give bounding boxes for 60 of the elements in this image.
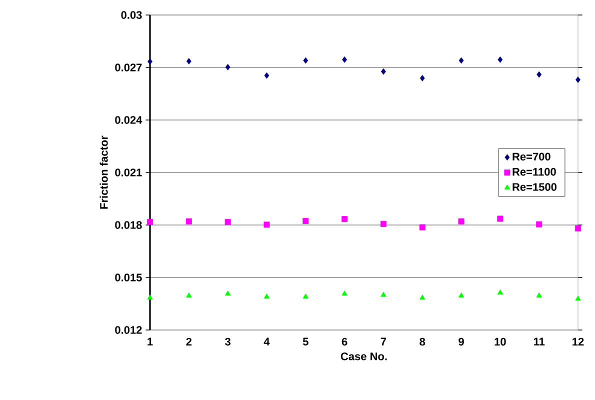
point — [148, 58, 152, 65]
legend-label: Re=1100 — [512, 168, 556, 176]
x-tick-label: 8 — [420, 338, 426, 346]
x-tick-label: 11 — [534, 338, 545, 346]
point — [186, 218, 192, 224]
x-tick-label: 9 — [458, 338, 464, 346]
point — [302, 294, 308, 298]
point — [264, 222, 270, 228]
point — [147, 219, 153, 226]
point — [420, 74, 425, 82]
x-tick-label: 3 — [225, 338, 230, 346]
point — [224, 219, 231, 226]
y-tick-label: 0.018 — [115, 221, 142, 229]
x-tick-label: 7 — [380, 338, 386, 346]
y-axis-title: Friction factor — [100, 136, 108, 209]
x-tick-label: 5 — [302, 338, 308, 346]
point — [264, 72, 270, 79]
point — [342, 290, 348, 296]
point — [576, 76, 580, 83]
point — [381, 68, 386, 75]
point — [225, 290, 231, 296]
y-tick-label: 0.021 — [115, 168, 142, 176]
point — [147, 294, 153, 300]
point — [186, 292, 192, 298]
point — [342, 56, 347, 63]
point — [497, 216, 504, 222]
point — [380, 220, 386, 227]
y-tick-label: 0.015 — [115, 274, 142, 282]
x-tick-label: 12 — [572, 338, 584, 346]
point — [458, 292, 464, 298]
y-tick-label: 0.024 — [115, 116, 142, 124]
point — [458, 218, 464, 224]
point — [575, 225, 581, 232]
x-tick-label: 6 — [342, 338, 348, 346]
point — [575, 296, 581, 301]
point — [186, 58, 192, 64]
point — [420, 294, 426, 300]
point — [419, 224, 426, 230]
x-tick-label: 1 — [148, 338, 153, 346]
y-tick-label: 0.027 — [115, 64, 142, 72]
point — [498, 56, 503, 63]
legend-label: Re=700 — [512, 152, 550, 161]
point — [536, 292, 542, 298]
point — [536, 71, 542, 78]
point — [303, 57, 308, 64]
x-tick-label: 4 — [264, 338, 270, 346]
y-tick-label: 0.012 — [115, 326, 142, 334]
legend-label: Re=1500 — [512, 183, 556, 191]
point — [536, 221, 542, 228]
point — [380, 292, 386, 297]
y-tick-label: 0.03 — [121, 11, 142, 19]
point — [264, 294, 270, 298]
point — [302, 218, 309, 224]
point — [497, 290, 503, 294]
point — [342, 216, 348, 222]
x-tick-label: 10 — [494, 338, 506, 346]
x-axis-title: Case No. — [340, 352, 387, 360]
x-tick-label: 2 — [186, 338, 192, 346]
point — [458, 57, 464, 64]
point — [225, 64, 230, 70]
